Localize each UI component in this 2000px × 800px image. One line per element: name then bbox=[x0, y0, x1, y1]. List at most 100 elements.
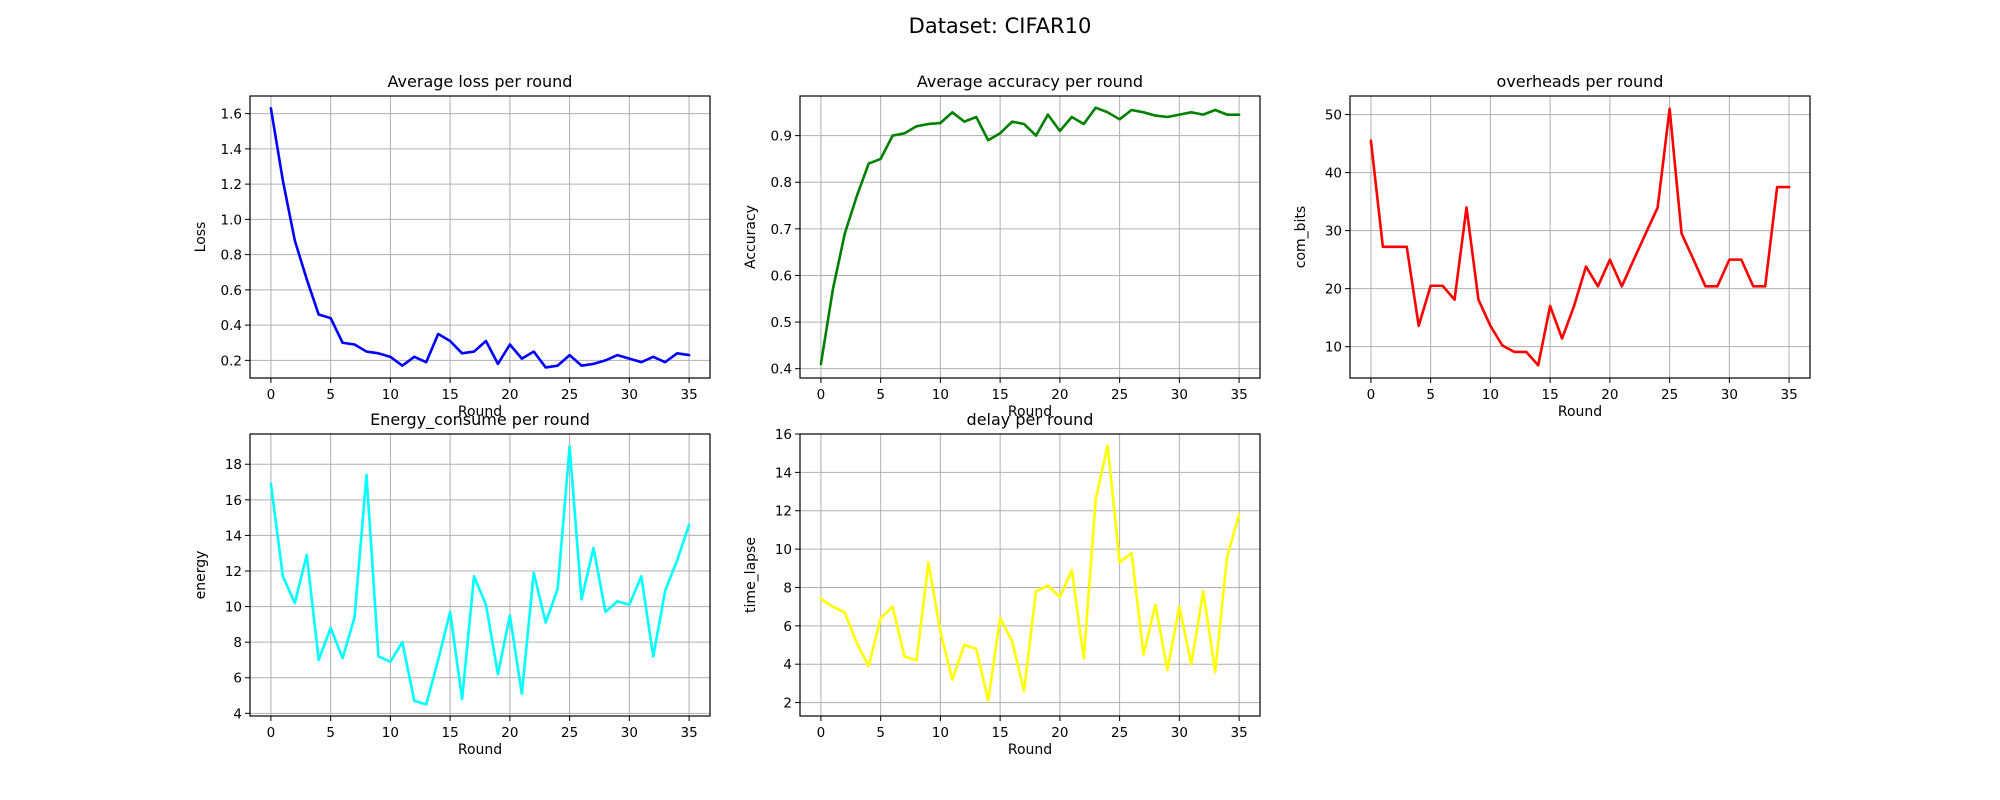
chart-1-xtick-label-0: 0 bbox=[267, 387, 276, 403]
chart-1-ytick-label-0: 0.2 bbox=[221, 353, 242, 369]
chart-4-ylabel: energy bbox=[193, 551, 209, 600]
chart-1-ytick-label-4: 1.0 bbox=[221, 212, 242, 228]
figure-suptitle: Dataset: CIFAR10 bbox=[909, 14, 1092, 38]
chart-5-xtick-label-6: 30 bbox=[1171, 725, 1188, 741]
chart-2-title: Average accuracy per round bbox=[917, 72, 1143, 91]
chart-1-xtick-label-5: 25 bbox=[561, 387, 578, 403]
chart-5-xtick-label-1: 5 bbox=[876, 725, 885, 741]
chart-1-xtick-label-2: 10 bbox=[382, 387, 399, 403]
chart-2-xtick-label-6: 30 bbox=[1171, 387, 1188, 403]
chart-3-ytick-label-0: 10 bbox=[1325, 340, 1342, 356]
chart-3-frame bbox=[1349, 95, 1811, 379]
chart-4-xtick-label-4: 20 bbox=[501, 725, 518, 741]
chart-1-ytick-label-3: 0.8 bbox=[221, 248, 242, 264]
chart-2-xtick-label-7: 35 bbox=[1230, 387, 1247, 403]
chart-4-xtick-label-1: 5 bbox=[326, 725, 335, 741]
chart-3-xtick-label-4: 20 bbox=[1601, 387, 1618, 403]
chart-5-ytick-label-0: 2 bbox=[783, 696, 792, 712]
chart-4-xtick-label-7: 35 bbox=[680, 725, 697, 741]
chart-5-series-line bbox=[819, 444, 1241, 702]
chart-2-series-line bbox=[819, 106, 1241, 366]
chart-4-xtick-label-6: 30 bbox=[621, 725, 638, 741]
chart-4-xtick-label-2: 10 bbox=[382, 725, 399, 741]
chart-3-xtick-label-0: 0 bbox=[1367, 387, 1376, 403]
chart-2-xtick-label-2: 10 bbox=[932, 387, 949, 403]
chart-2-ytick-label-2: 0.6 bbox=[771, 268, 792, 284]
chart-5-ytick-label-2: 6 bbox=[783, 619, 792, 635]
chart-4-ytick-label-3: 10 bbox=[225, 600, 242, 616]
chart-4-series-line bbox=[269, 445, 691, 706]
chart-3-xtick-label-2: 10 bbox=[1482, 387, 1499, 403]
chart-5-xtick-label-2: 10 bbox=[932, 725, 949, 741]
chart-5-xtick-label-7: 35 bbox=[1230, 725, 1247, 741]
chart-1-ylabel: Loss bbox=[193, 222, 209, 253]
chart-4-ytick-label-7: 18 bbox=[225, 457, 242, 473]
chart-2-xtick-label-4: 20 bbox=[1051, 387, 1068, 403]
chart-2-xtick-label-0: 0 bbox=[817, 387, 826, 403]
chart-5-ytick-label-1: 4 bbox=[783, 657, 792, 673]
chart-5-xlabel: Round bbox=[1008, 742, 1052, 758]
chart-1-xtick-label-6: 30 bbox=[621, 387, 638, 403]
chart-1-ytick-label-5: 1.2 bbox=[221, 177, 242, 193]
chart-1-xtick-label-4: 20 bbox=[501, 387, 518, 403]
chart-2-ytick-label-5: 0.9 bbox=[771, 129, 792, 145]
chart-3-xtick-label-7: 35 bbox=[1780, 387, 1797, 403]
chart-4-xtick-label-5: 25 bbox=[561, 725, 578, 741]
chart-4-ytick-label-2: 8 bbox=[233, 635, 242, 651]
chart-2-ytick-label-1: 0.5 bbox=[771, 315, 792, 331]
chart-3-ylabel: com_bits bbox=[1293, 206, 1309, 268]
chart-2-xtick-label-1: 5 bbox=[876, 387, 885, 403]
chart-2-frame bbox=[799, 95, 1261, 379]
chart-3-xtick-label-3: 15 bbox=[1542, 387, 1559, 403]
chart-4-ytick-label-1: 6 bbox=[233, 671, 242, 687]
chart-3-ytick-label-1: 20 bbox=[1325, 282, 1342, 298]
chart-1-ytick-label-6: 1.4 bbox=[221, 142, 242, 158]
chart-3-plot-area bbox=[1350, 96, 1810, 378]
chart-5-ytick-label-6: 14 bbox=[775, 465, 792, 481]
chart-2-ytick-label-3: 0.7 bbox=[771, 222, 792, 238]
chart-3-xtick-label-5: 25 bbox=[1661, 387, 1678, 403]
chart-5-xtick-label-0: 0 bbox=[817, 725, 826, 741]
chart-4-ytick-label-4: 12 bbox=[225, 564, 242, 580]
chart-4-ytick-label-5: 14 bbox=[225, 528, 242, 544]
chart-5-xtick-label-5: 25 bbox=[1111, 725, 1128, 741]
chart-3-xlabel: Round bbox=[1558, 404, 1602, 420]
chart-5-plot-area bbox=[800, 434, 1260, 716]
chart-1-ytick-label-1: 0.4 bbox=[221, 318, 242, 334]
chart-2-ylabel: Accuracy bbox=[743, 205, 759, 269]
chart-1-xtick-label-1: 5 bbox=[326, 387, 335, 403]
chart-3-ytick-label-3: 40 bbox=[1325, 166, 1342, 182]
chart-3-title: overheads per round bbox=[1497, 72, 1664, 91]
chart-3-xtick-label-1: 5 bbox=[1426, 387, 1435, 403]
chart-5-frame bbox=[799, 433, 1261, 717]
chart-5-ytick-label-5: 12 bbox=[775, 504, 792, 520]
chart-4-plot-area bbox=[250, 434, 710, 716]
chart-5-title: delay per round bbox=[967, 410, 1094, 429]
chart-4-ytick-label-6: 16 bbox=[225, 493, 242, 509]
chart-1-ytick-label-7: 1.6 bbox=[221, 107, 242, 123]
chart-5-ytick-label-4: 10 bbox=[775, 542, 792, 558]
chart-2-ytick-label-0: 0.4 bbox=[771, 362, 792, 378]
chart-5-xtick-label-4: 20 bbox=[1051, 725, 1068, 741]
chart-2-ytick-label-4: 0.8 bbox=[771, 175, 792, 191]
chart-5-xtick-label-3: 15 bbox=[992, 725, 1009, 741]
chart-1-xtick-label-7: 35 bbox=[680, 387, 697, 403]
chart-3-series-line bbox=[1369, 107, 1791, 367]
chart-1-xlabel: Round bbox=[458, 404, 502, 420]
chart-1-xtick-label-3: 15 bbox=[442, 387, 459, 403]
chart-4-xtick-label-3: 15 bbox=[442, 725, 459, 741]
chart-4-xtick-label-0: 0 bbox=[267, 725, 276, 741]
chart-3-ytick-label-2: 30 bbox=[1325, 224, 1342, 240]
chart-1-title: Average loss per round bbox=[388, 72, 573, 91]
chart-3-xtick-label-6: 30 bbox=[1721, 387, 1738, 403]
chart-4-xlabel: Round bbox=[458, 742, 502, 758]
chart-4-frame bbox=[249, 433, 711, 717]
chart-5-ytick-label-7: 16 bbox=[775, 427, 792, 443]
chart-2-xlabel: Round bbox=[1008, 404, 1052, 420]
chart-1-plot-area bbox=[250, 96, 710, 378]
chart-2-xtick-label-3: 15 bbox=[992, 387, 1009, 403]
chart-3-ytick-label-4: 50 bbox=[1325, 108, 1342, 124]
chart-5-ytick-label-3: 8 bbox=[783, 580, 792, 596]
chart-1-ytick-label-2: 0.6 bbox=[221, 283, 242, 299]
